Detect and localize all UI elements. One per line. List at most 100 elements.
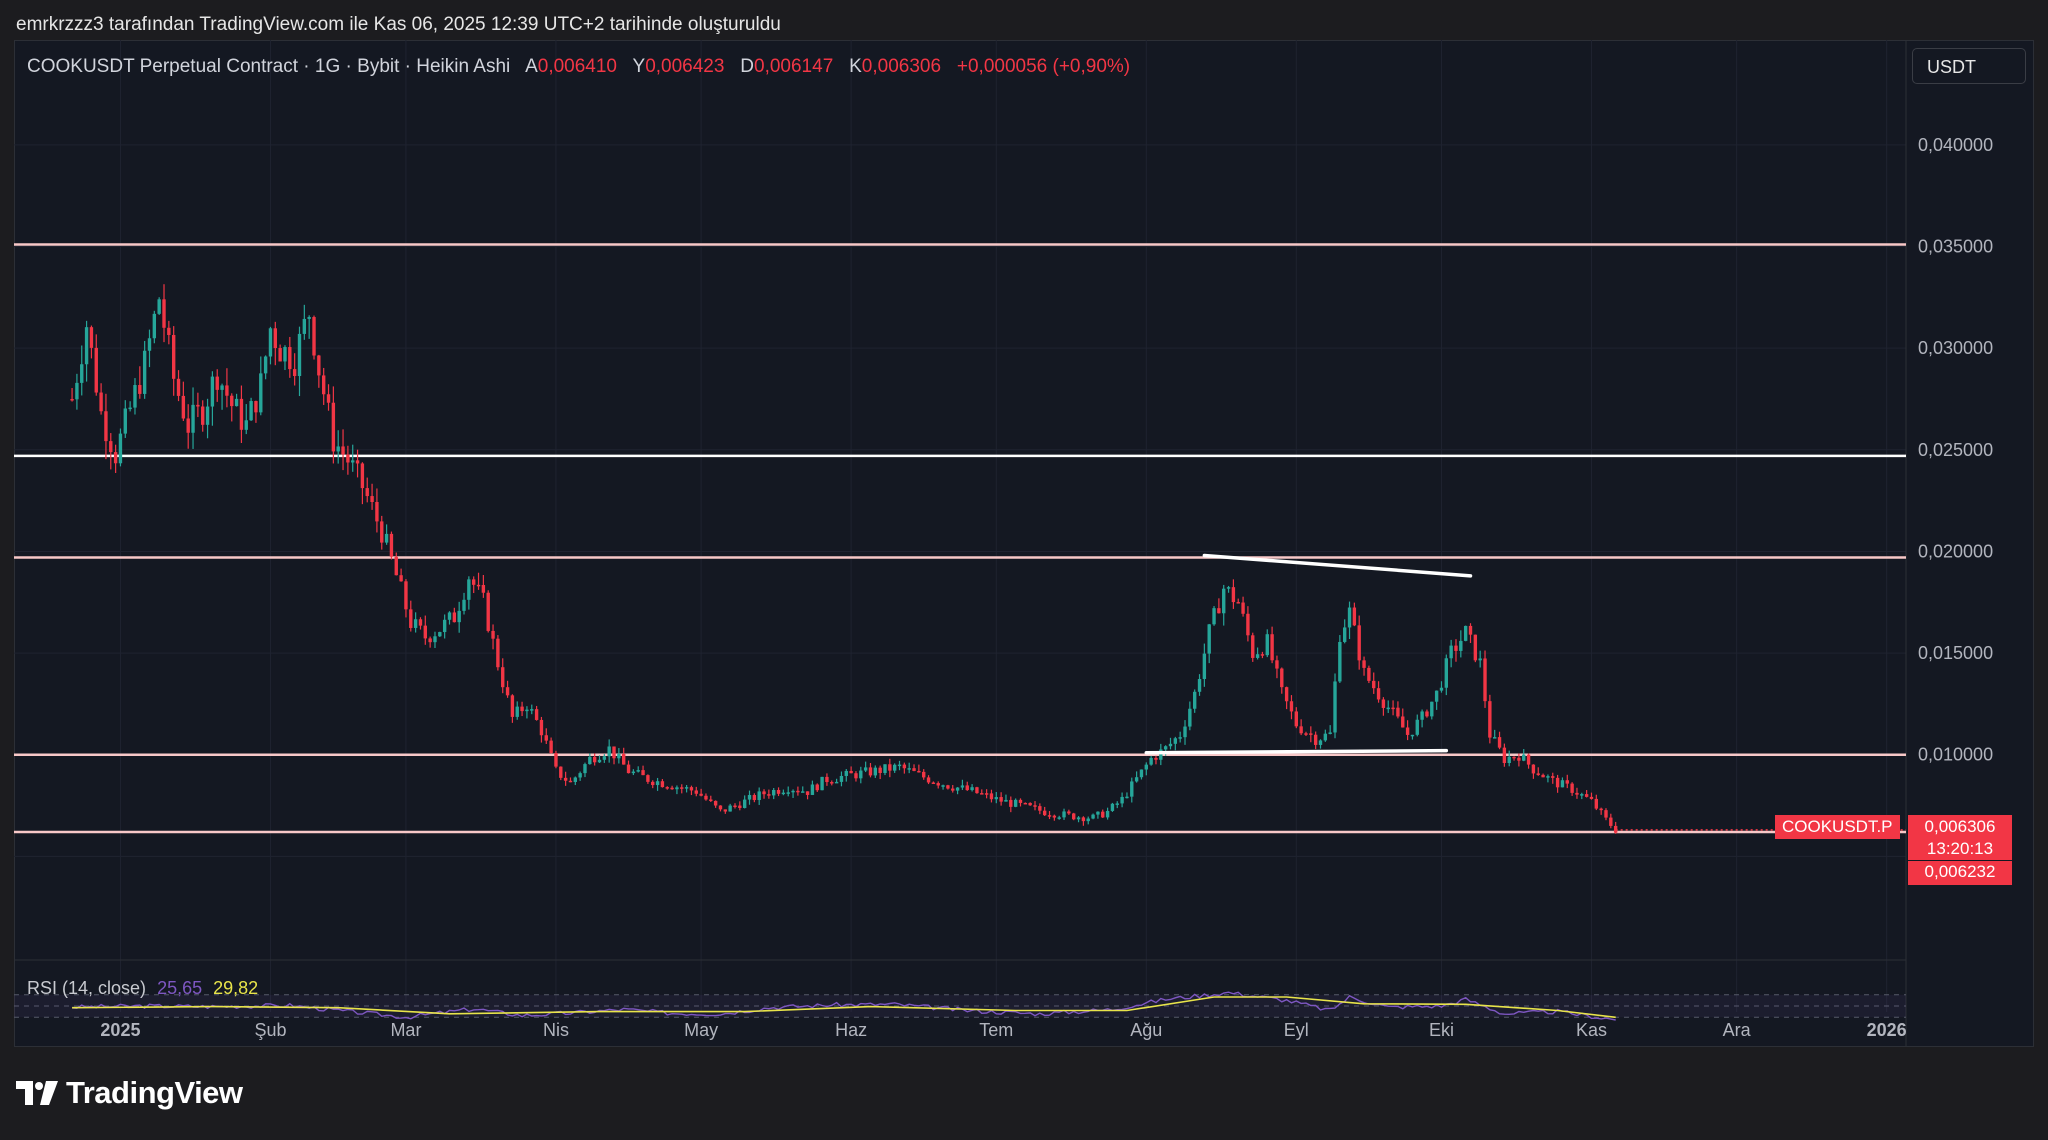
candle-body-up bbox=[1091, 814, 1095, 819]
x-tick-label: 2025 bbox=[100, 1020, 140, 1040]
candle-body-down bbox=[1512, 756, 1516, 759]
candle-body-down bbox=[1536, 773, 1540, 775]
candle-body-down bbox=[665, 787, 669, 789]
candle-body-up bbox=[530, 709, 534, 711]
candle-body-down bbox=[917, 770, 921, 773]
candle-body-up bbox=[892, 764, 897, 771]
candle-body-down bbox=[1589, 796, 1594, 799]
x-tick-label: Tem bbox=[979, 1020, 1013, 1040]
candle-body-up bbox=[1159, 749, 1163, 760]
candle-body-down bbox=[1584, 794, 1589, 797]
currency-unit-button[interactable]: USDT bbox=[1912, 48, 2026, 84]
candle-body-down bbox=[375, 501, 379, 522]
candle-body-down bbox=[849, 770, 853, 774]
candle-body-down bbox=[288, 347, 292, 370]
candle-body-down bbox=[1396, 707, 1400, 717]
candle-body-down bbox=[89, 327, 94, 348]
candle-body-up bbox=[1178, 737, 1182, 739]
candle-body-up bbox=[1212, 608, 1216, 625]
candle-body-down bbox=[1236, 602, 1240, 604]
candle-body-up bbox=[1318, 740, 1323, 745]
ohlc-legend: COOKUSDT Perpetual Contract · 1G · Bybit… bbox=[27, 56, 1130, 78]
candle-body-down bbox=[1275, 660, 1279, 669]
candle-body-down bbox=[1594, 798, 1599, 809]
candle-body-down bbox=[1454, 645, 1458, 651]
candle-body-down bbox=[1381, 699, 1386, 708]
candle-body-down bbox=[312, 317, 316, 356]
candle-body-down bbox=[1246, 613, 1250, 636]
candle-body-up bbox=[636, 770, 640, 772]
candle-body-down bbox=[1294, 711, 1298, 727]
candle-body-up bbox=[152, 313, 157, 339]
rsi-label: RSI (14, close) bbox=[27, 978, 147, 998]
tradingview-logo[interactable]: TradingView bbox=[16, 1075, 243, 1111]
candle-body-up bbox=[467, 579, 471, 600]
candle-body-down bbox=[738, 805, 742, 808]
candle-body-up bbox=[786, 792, 790, 794]
candle-body-up bbox=[128, 407, 132, 410]
chart-canvas[interactable]: 0,040000 0,035000 0,030000 0,025000 0,020000… bbox=[14, 40, 2034, 1047]
candle-body-down bbox=[984, 793, 989, 795]
candle-body-down bbox=[404, 581, 408, 610]
candle-body-down bbox=[1280, 668, 1284, 688]
candle-body-down bbox=[1304, 733, 1308, 735]
candle-body-up bbox=[384, 533, 389, 543]
candle-body-down bbox=[1401, 716, 1405, 728]
candle-body-down bbox=[1154, 757, 1158, 760]
candle-body-down bbox=[1270, 634, 1274, 661]
candle-body-up bbox=[1410, 734, 1415, 737]
candle-body-down bbox=[951, 788, 955, 791]
candle-body-up bbox=[573, 777, 578, 782]
candle-body-up bbox=[1183, 726, 1187, 738]
candle-body-up bbox=[791, 790, 795, 793]
candle-body-up bbox=[191, 404, 195, 433]
candle-body-up bbox=[80, 364, 84, 383]
candle-body-up bbox=[1478, 658, 1482, 661]
candle-body-down bbox=[113, 452, 118, 464]
candle-body-down bbox=[704, 795, 708, 800]
candle-body-down bbox=[1284, 687, 1289, 702]
candle-body-up bbox=[994, 797, 998, 800]
candle-body-down bbox=[902, 764, 907, 769]
candle-body-up bbox=[118, 433, 123, 464]
candle-body-up bbox=[84, 327, 89, 365]
high-value: 0,006423 bbox=[645, 56, 725, 77]
candle-body-down bbox=[825, 776, 829, 783]
candle-body-down bbox=[1047, 815, 1052, 817]
candle-body-up bbox=[1420, 711, 1424, 720]
candle-body-down bbox=[539, 719, 544, 736]
candle-body-up bbox=[684, 787, 689, 789]
x-axis: 2025 Şub Mar Nis May Haz Tem Ağu Eyl Eki Kas Ara 202… bbox=[100, 1020, 1906, 1040]
candle-body-up bbox=[220, 385, 224, 390]
candle-body-up bbox=[597, 759, 602, 763]
candle-body-up bbox=[157, 299, 161, 314]
close-label: K bbox=[849, 56, 862, 77]
candle-body-down bbox=[176, 378, 181, 396]
candle-body-down bbox=[196, 404, 200, 407]
candle-body-up bbox=[844, 770, 848, 776]
candle-body-down bbox=[888, 764, 892, 771]
candle-body-down bbox=[215, 376, 219, 390]
candle-body-down bbox=[1018, 799, 1023, 803]
candle-body-up bbox=[1226, 587, 1231, 589]
candle-body-up bbox=[1463, 625, 1468, 641]
candle-body-down bbox=[389, 533, 394, 557]
rsi-ma-value: 29,82 bbox=[213, 978, 259, 998]
candle-body-up bbox=[1144, 764, 1148, 770]
candle-body-up bbox=[259, 373, 263, 413]
candle-body-down bbox=[926, 777, 931, 783]
candle-body-down bbox=[1609, 817, 1613, 826]
candle-body-up bbox=[1507, 756, 1511, 764]
candle-body-down bbox=[878, 767, 882, 773]
candle-body-down bbox=[346, 454, 350, 463]
candle-body-up bbox=[1149, 757, 1153, 765]
candle-body-up bbox=[1197, 679, 1202, 692]
candle-body-down bbox=[1405, 727, 1410, 735]
candle-body-down bbox=[680, 787, 684, 789]
candle-body-down bbox=[1362, 660, 1366, 668]
candle-body-down bbox=[815, 784, 819, 791]
candle-body-up bbox=[1134, 777, 1139, 782]
y-tick-label: 0,025000 bbox=[1918, 440, 1993, 460]
candle-body-down bbox=[1372, 680, 1376, 689]
candle-body-up bbox=[244, 420, 248, 430]
